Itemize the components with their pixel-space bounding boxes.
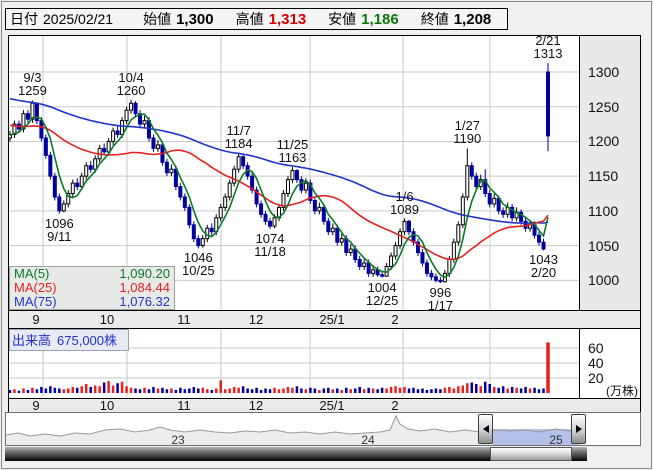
volume-header: 出来高 675,000株 — [9, 329, 130, 351]
range-right-button[interactable] — [571, 414, 586, 444]
month-label: 12 — [248, 398, 264, 413]
month-label: 12 — [248, 312, 264, 327]
price-tick-label: 1050 — [588, 237, 620, 254]
range-navigator[interactable] — [5, 412, 641, 446]
price-tick-label: 1100 — [588, 202, 619, 219]
open-label: 始値 — [143, 11, 172, 27]
open-value: 1,300 — [176, 10, 214, 28]
right-arrow-icon — [575, 425, 582, 433]
month-label: 2 — [391, 398, 399, 413]
high-label: 高値 — [235, 11, 264, 27]
price-tick-label: 1000 — [588, 272, 620, 289]
low-label: 安値 — [328, 11, 357, 27]
low-value: 1,186 — [361, 10, 399, 28]
ma5-value: 1,090.20 — [119, 266, 170, 281]
volume-tick-label: 20 — [588, 370, 604, 386]
month-label: 9 — [32, 398, 40, 413]
legend-row-ma75: MA(75) 1,076.32 — [14, 295, 170, 309]
volume-unit-label: (万株) — [606, 384, 638, 398]
month-label: 2 — [391, 312, 399, 327]
ma75-label: MA(75) — [14, 294, 57, 309]
month-label: 25/1 — [319, 312, 345, 327]
ma25-label: MA(25) — [14, 280, 57, 295]
month-label: 11 — [177, 312, 191, 327]
legend-row-ma5: MA(5) 1,090.20 — [14, 267, 170, 281]
price-tick-label: 1150 — [588, 168, 619, 185]
high-value: 1,313 — [268, 10, 307, 28]
volume-label: 出来高 — [12, 333, 52, 348]
legend-row-ma25: MA(25) 1,084.44 — [14, 281, 170, 295]
left-arrow-icon — [482, 425, 489, 433]
volume-tick-label: 40 — [588, 355, 604, 371]
month-label: 9 — [32, 312, 40, 327]
volume-value: 675,000株 — [57, 333, 118, 348]
month-label: 10 — [99, 312, 115, 327]
year-label: 23 — [171, 433, 185, 447]
year-label: 25 — [549, 433, 563, 447]
month-label: 25/1 — [319, 398, 345, 413]
date-label: 日付 — [10, 11, 38, 27]
year-label: 24 — [361, 433, 375, 447]
ma25-value: 1,084.44 — [119, 280, 170, 295]
horizontal-scrollbar-track[interactable] — [5, 447, 587, 461]
range-left-button[interactable] — [478, 414, 493, 444]
moving-average-legend: MA(5) 1,090.20 MA(25) 1,084.44 MA(75) 1,… — [9, 266, 175, 310]
price-tick-label: 1200 — [588, 133, 620, 150]
close-value: 1,208 — [453, 10, 492, 28]
close-label: 終値 — [420, 11, 449, 27]
ma75-value: 1,076.32 — [119, 294, 170, 309]
horizontal-scrollbar-thumb[interactable] — [490, 447, 572, 461]
volume-tick-label: 60 — [588, 340, 604, 356]
month-label: 10 — [99, 398, 115, 413]
ma5-label: MA(5) — [14, 266, 50, 281]
price-tick-label: 1300 — [588, 64, 620, 80]
date-value: 2025/02/21 — [43, 11, 114, 27]
ohlc-info-bar: 日付 2025/02/21 始値 1,300 高値 1,313 安値 1,186… — [5, 8, 508, 30]
month-label: 11 — [177, 398, 191, 413]
price-tick-label: 1250 — [588, 98, 620, 115]
